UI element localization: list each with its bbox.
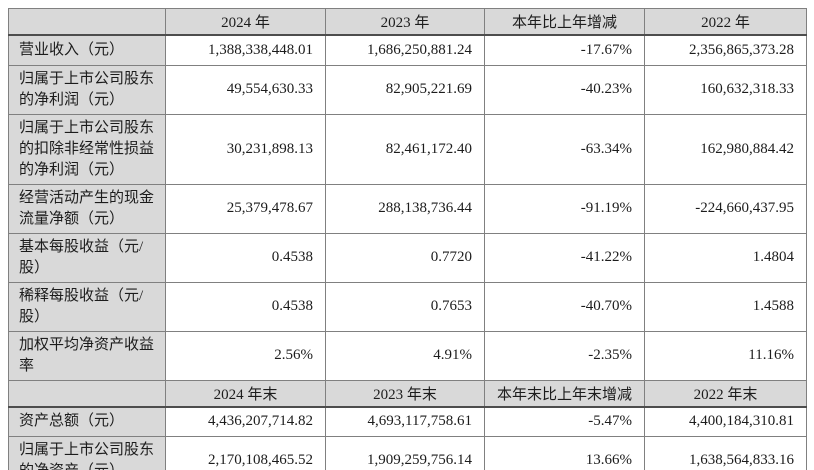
cell-2022: 160,632,318.33 [644, 64, 807, 115]
cell-2023: 0.7720 [325, 232, 485, 283]
cell-end-change: -5.47% [484, 406, 645, 437]
cell-2022: 1.4804 [644, 232, 807, 283]
cell-change: -91.19% [484, 183, 645, 234]
table-row-revenue: 营业收入（元） 1,388,338,448.01 1,686,250,881.2… [8, 34, 807, 66]
table-row-net-profit: 归属于上市公司股东的净利润（元） 49,554,630.33 82,905,22… [8, 64, 807, 115]
cell-2024: 1,388,338,448.01 [165, 34, 326, 66]
cell-2022: 162,980,884.42 [644, 113, 807, 185]
corner-cell [8, 379, 166, 408]
cell-2023-end: 1,909,259,756.14 [325, 435, 485, 470]
cell-2024-end: 4,436,207,714.82 [165, 406, 326, 437]
header-row-period-end: 2024 年末 2023 年末 本年末比上年末增减 2022 年末 [8, 379, 807, 408]
cell-2022: 11.16% [644, 330, 807, 381]
cell-2024: 25,379,478.67 [165, 183, 326, 234]
column-header-2023: 2023 年 [325, 8, 485, 36]
row-label: 稀释每股收益（元/股） [8, 281, 166, 332]
cell-2024: 49,554,630.33 [165, 64, 326, 115]
cell-2022: 1.4588 [644, 281, 807, 332]
column-header-2022: 2022 年 [644, 8, 807, 36]
cell-2023: 82,905,221.69 [325, 64, 485, 115]
cell-2022-end: 4,400,184,310.81 [644, 406, 807, 437]
table-row-net-profit-excl-nonrecurring: 归属于上市公司股东的扣除非经常性损益的净利润（元） 30,231,898.13 … [8, 113, 807, 185]
cell-2023: 4.91% [325, 330, 485, 381]
cell-2024: 0.4538 [165, 281, 326, 332]
cell-2023: 1,686,250,881.24 [325, 34, 485, 66]
row-label: 基本每股收益（元/股） [8, 232, 166, 283]
row-label: 归属于上市公司股东的净利润（元） [8, 64, 166, 115]
row-label: 归属于上市公司股东的净资产（元） [8, 435, 166, 470]
cell-change: -40.23% [484, 64, 645, 115]
column-header-end-change: 本年末比上年末增减 [484, 379, 645, 408]
row-label: 归属于上市公司股东的扣除非经常性损益的净利润（元） [8, 113, 166, 185]
row-label: 资产总额（元） [8, 406, 166, 437]
column-header-2024-end: 2024 年末 [165, 379, 326, 408]
row-label: 加权平均净资产收益率 [8, 330, 166, 381]
table-row-diluted-eps: 稀释每股收益（元/股） 0.4538 0.7653 -40.70% 1.4588 [8, 281, 807, 332]
cell-change: -63.34% [484, 113, 645, 185]
table-row-weighted-avg-roe: 加权平均净资产收益率 2.56% 4.91% -2.35% 11.16% [8, 330, 807, 381]
column-header-2022-end: 2022 年末 [644, 379, 807, 408]
table-row-total-assets: 资产总额（元） 4,436,207,714.82 4,693,117,758.6… [8, 406, 807, 437]
cell-2023: 82,461,172.40 [325, 113, 485, 185]
cell-end-change: 13.66% [484, 435, 645, 470]
cell-2024: 2.56% [165, 330, 326, 381]
table-row-basic-eps: 基本每股收益（元/股） 0.4538 0.7720 -41.22% 1.4804 [8, 232, 807, 283]
cell-2022: -224,660,437.95 [644, 183, 807, 234]
financial-summary-table: 2024 年 2023 年 本年比上年增减 2022 年 营业收入（元） 1,3… [8, 8, 807, 470]
cell-change: -41.22% [484, 232, 645, 283]
cell-2023: 0.7653 [325, 281, 485, 332]
cell-2022: 2,356,865,373.28 [644, 34, 807, 66]
cell-change: -17.67% [484, 34, 645, 66]
cell-change: -2.35% [484, 330, 645, 381]
table-row-operating-cash-flow: 经营活动产生的现金流量净额（元） 25,379,478.67 288,138,7… [8, 183, 807, 234]
row-label: 营业收入（元） [8, 34, 166, 66]
cell-2022-end: 1,638,564,833.16 [644, 435, 807, 470]
column-header-yoy-change: 本年比上年增减 [484, 8, 645, 36]
cell-2024: 0.4538 [165, 232, 326, 283]
cell-2023-end: 4,693,117,758.61 [325, 406, 485, 437]
cell-change: -40.70% [484, 281, 645, 332]
corner-cell [8, 8, 166, 36]
column-header-2024: 2024 年 [165, 8, 326, 36]
header-row-annual: 2024 年 2023 年 本年比上年增减 2022 年 [8, 8, 807, 36]
cell-2023: 288,138,736.44 [325, 183, 485, 234]
column-header-2023-end: 2023 年末 [325, 379, 485, 408]
row-label: 经营活动产生的现金流量净额（元） [8, 183, 166, 234]
cell-2024: 30,231,898.13 [165, 113, 326, 185]
table-row-net-assets: 归属于上市公司股东的净资产（元） 2,170,108,465.52 1,909,… [8, 435, 807, 470]
cell-2024-end: 2,170,108,465.52 [165, 435, 326, 470]
